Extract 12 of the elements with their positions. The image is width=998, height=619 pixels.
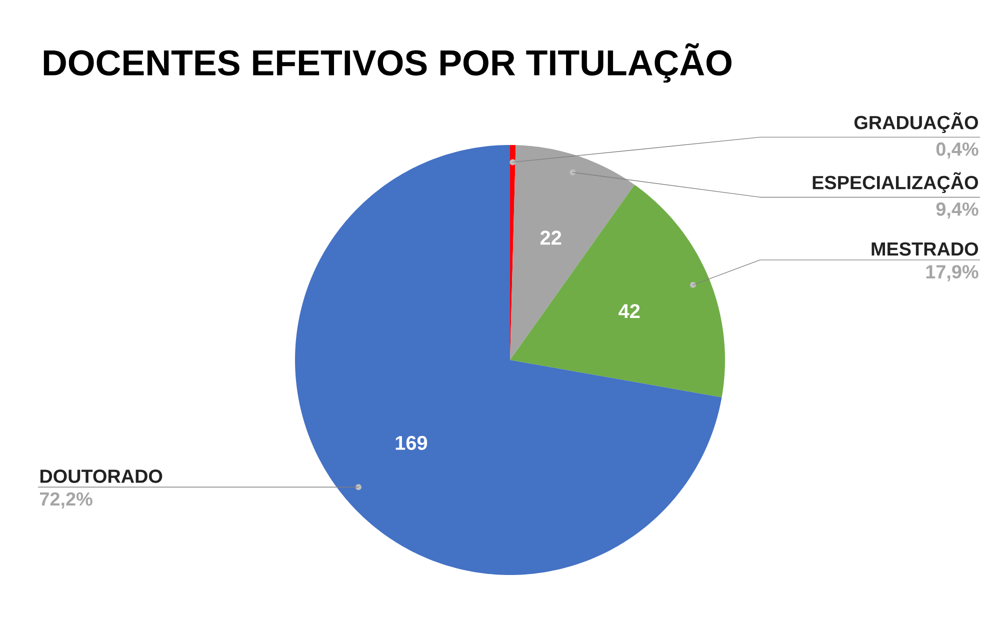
data-label: 169 (396, 436, 428, 450)
slice-label: ESPECIALIZAÇÃO (812, 172, 978, 194)
data-label: 22 (540, 230, 562, 245)
chart-title: DOCENTES EFETIVOS POR TITULAÇÃO (44, 43, 732, 83)
text: 72,2% (40, 492, 92, 508)
slice-label: GRADUAÇÃO (854, 112, 978, 134)
data-label: 42 (618, 304, 640, 318)
slice-label: DOUTORADO (40, 470, 162, 483)
slice-label: MESTRADO (872, 242, 978, 256)
text: 17,9% (926, 265, 978, 282)
text: 0,4% (936, 142, 978, 159)
text: 9,4% (936, 202, 978, 219)
